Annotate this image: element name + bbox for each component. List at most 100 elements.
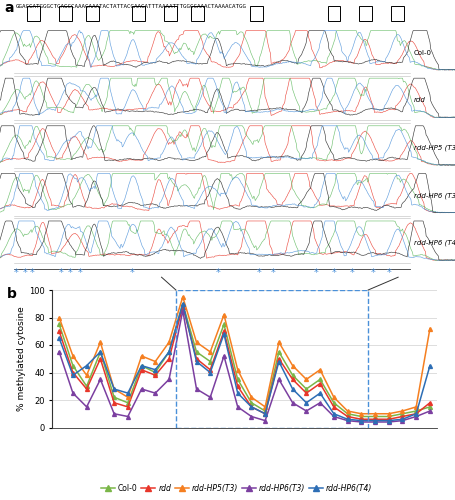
rdd-HP6(T3) bbox=[139, 386, 144, 392]
Col-0 bbox=[98, 349, 103, 355]
rdd bbox=[263, 411, 268, 417]
Text: *: * bbox=[68, 268, 73, 278]
rdd-HP5(T3) bbox=[359, 411, 364, 417]
Col-0 bbox=[111, 394, 117, 400]
rdd-HP6(T4) bbox=[194, 358, 199, 364]
Col-0 bbox=[84, 383, 89, 389]
Legend: Col-0, rdd, rdd-HP5(T3), rdd-HP6(T3), rdd-HP6(T4): Col-0, rdd, rdd-HP5(T3), rdd-HP6(T3), rd… bbox=[98, 481, 375, 496]
Text: *: * bbox=[77, 268, 82, 278]
rdd bbox=[249, 404, 254, 410]
Text: *: * bbox=[59, 268, 64, 278]
rdd bbox=[317, 380, 323, 386]
Text: *: * bbox=[216, 268, 221, 278]
rdd-HP6(T3) bbox=[414, 414, 419, 420]
rdd-HP6(T4) bbox=[290, 386, 295, 392]
rdd-HP5(T3) bbox=[111, 386, 117, 392]
rdd-HP5(T3) bbox=[98, 339, 103, 345]
rdd-HP6(T3) bbox=[194, 386, 199, 392]
Bar bbox=[391, 6, 404, 21]
rdd-HP6(T3) bbox=[84, 404, 89, 410]
rdd-HP5(T3) bbox=[221, 312, 227, 318]
rdd-HP6(T3) bbox=[303, 408, 309, 414]
rdd bbox=[207, 367, 213, 373]
rdd-HP6(T4) bbox=[98, 349, 103, 355]
Text: *: * bbox=[332, 268, 337, 278]
rdd-HP5(T3) bbox=[194, 339, 199, 345]
rdd-HP6(T4) bbox=[249, 404, 254, 410]
rdd bbox=[152, 372, 158, 378]
Bar bbox=[132, 6, 145, 21]
rdd-HP5(T3) bbox=[414, 404, 419, 410]
Line: Col-0: Col-0 bbox=[57, 302, 432, 418]
rdd-HP6(T4) bbox=[167, 349, 172, 355]
rdd-HP5(T3) bbox=[70, 353, 76, 359]
rdd bbox=[427, 400, 433, 406]
rdd-HP6(T3) bbox=[235, 404, 240, 410]
rdd-HP6(T3) bbox=[263, 418, 268, 424]
Col-0 bbox=[221, 322, 227, 328]
rdd-HP6(T3) bbox=[221, 353, 227, 359]
Text: *: * bbox=[23, 268, 27, 278]
Col-0 bbox=[235, 376, 240, 382]
rdd bbox=[139, 367, 144, 373]
rdd-HP6(T4) bbox=[345, 416, 350, 422]
Col-0 bbox=[359, 414, 364, 420]
Line: rdd-HP6(T3): rdd-HP6(T3) bbox=[57, 308, 432, 424]
rdd-HP6(T3) bbox=[359, 419, 364, 425]
Col-0 bbox=[125, 400, 131, 406]
rdd-HP6(T3) bbox=[317, 400, 323, 406]
Text: *: * bbox=[371, 268, 375, 278]
Col-0 bbox=[345, 411, 350, 417]
rdd-HP5(T3) bbox=[56, 314, 62, 320]
rdd bbox=[372, 416, 378, 422]
rdd-HP5(T3) bbox=[386, 411, 391, 417]
rdd-HP6(T3) bbox=[125, 414, 131, 420]
rdd-HP6(T3) bbox=[400, 418, 405, 424]
rdd-HP6(T4) bbox=[125, 390, 131, 396]
Bar bbox=[59, 6, 72, 21]
rdd-HP6(T4) bbox=[359, 418, 364, 424]
rdd-HP5(T3) bbox=[249, 394, 254, 400]
rdd-HP6(T4) bbox=[235, 390, 240, 396]
rdd-HP5(T3) bbox=[372, 411, 378, 417]
rdd-HP5(T3) bbox=[303, 376, 309, 382]
rdd-HP5(T3) bbox=[317, 367, 323, 373]
rdd-HP6(T3) bbox=[331, 414, 337, 420]
Text: rdd: rdd bbox=[414, 97, 426, 103]
Line: rdd: rdd bbox=[57, 304, 432, 421]
rdd bbox=[331, 404, 337, 410]
Col-0 bbox=[194, 349, 199, 355]
rdd-HP5(T3) bbox=[263, 404, 268, 410]
Y-axis label: % methylated cytosine: % methylated cytosine bbox=[17, 306, 26, 411]
Text: b: b bbox=[7, 288, 17, 302]
Bar bbox=[27, 6, 40, 21]
rdd bbox=[290, 376, 295, 382]
rdd-HP6(T4) bbox=[427, 362, 433, 368]
Bar bbox=[164, 6, 177, 21]
Bar bbox=[176, 290, 368, 428]
Text: *: * bbox=[30, 268, 34, 278]
Col-0 bbox=[152, 370, 158, 376]
rdd-HP6(T3) bbox=[276, 376, 282, 382]
rdd bbox=[386, 416, 391, 422]
Text: GGACCATGGGCTCAGCCAAACAAATACTATTACGAACATTTAAAATTTGGCCAAACTAAAACATGG: GGACCATGGGCTCAGCCAAACAAATACTATTACGAACATT… bbox=[16, 4, 247, 9]
rdd-HP6(T3) bbox=[167, 376, 172, 382]
rdd-HP6(T4) bbox=[221, 331, 227, 337]
rdd-HP6(T4) bbox=[180, 300, 186, 306]
Col-0 bbox=[317, 376, 323, 382]
Bar bbox=[328, 6, 340, 21]
rdd-HP6(T3) bbox=[386, 419, 391, 425]
rdd-HP6(T3) bbox=[152, 390, 158, 396]
Text: *: * bbox=[387, 268, 391, 278]
rdd-HP6(T3) bbox=[290, 400, 295, 406]
rdd bbox=[303, 390, 309, 396]
rdd-HP5(T3) bbox=[235, 367, 240, 373]
rdd bbox=[180, 304, 186, 310]
rdd-HP5(T3) bbox=[180, 294, 186, 300]
Col-0 bbox=[139, 362, 144, 368]
rdd-HP6(T4) bbox=[331, 411, 337, 417]
rdd-HP5(T3) bbox=[276, 339, 282, 345]
Col-0 bbox=[263, 408, 268, 414]
rdd-HP6(T3) bbox=[70, 390, 76, 396]
rdd-HP6(T4) bbox=[372, 418, 378, 424]
